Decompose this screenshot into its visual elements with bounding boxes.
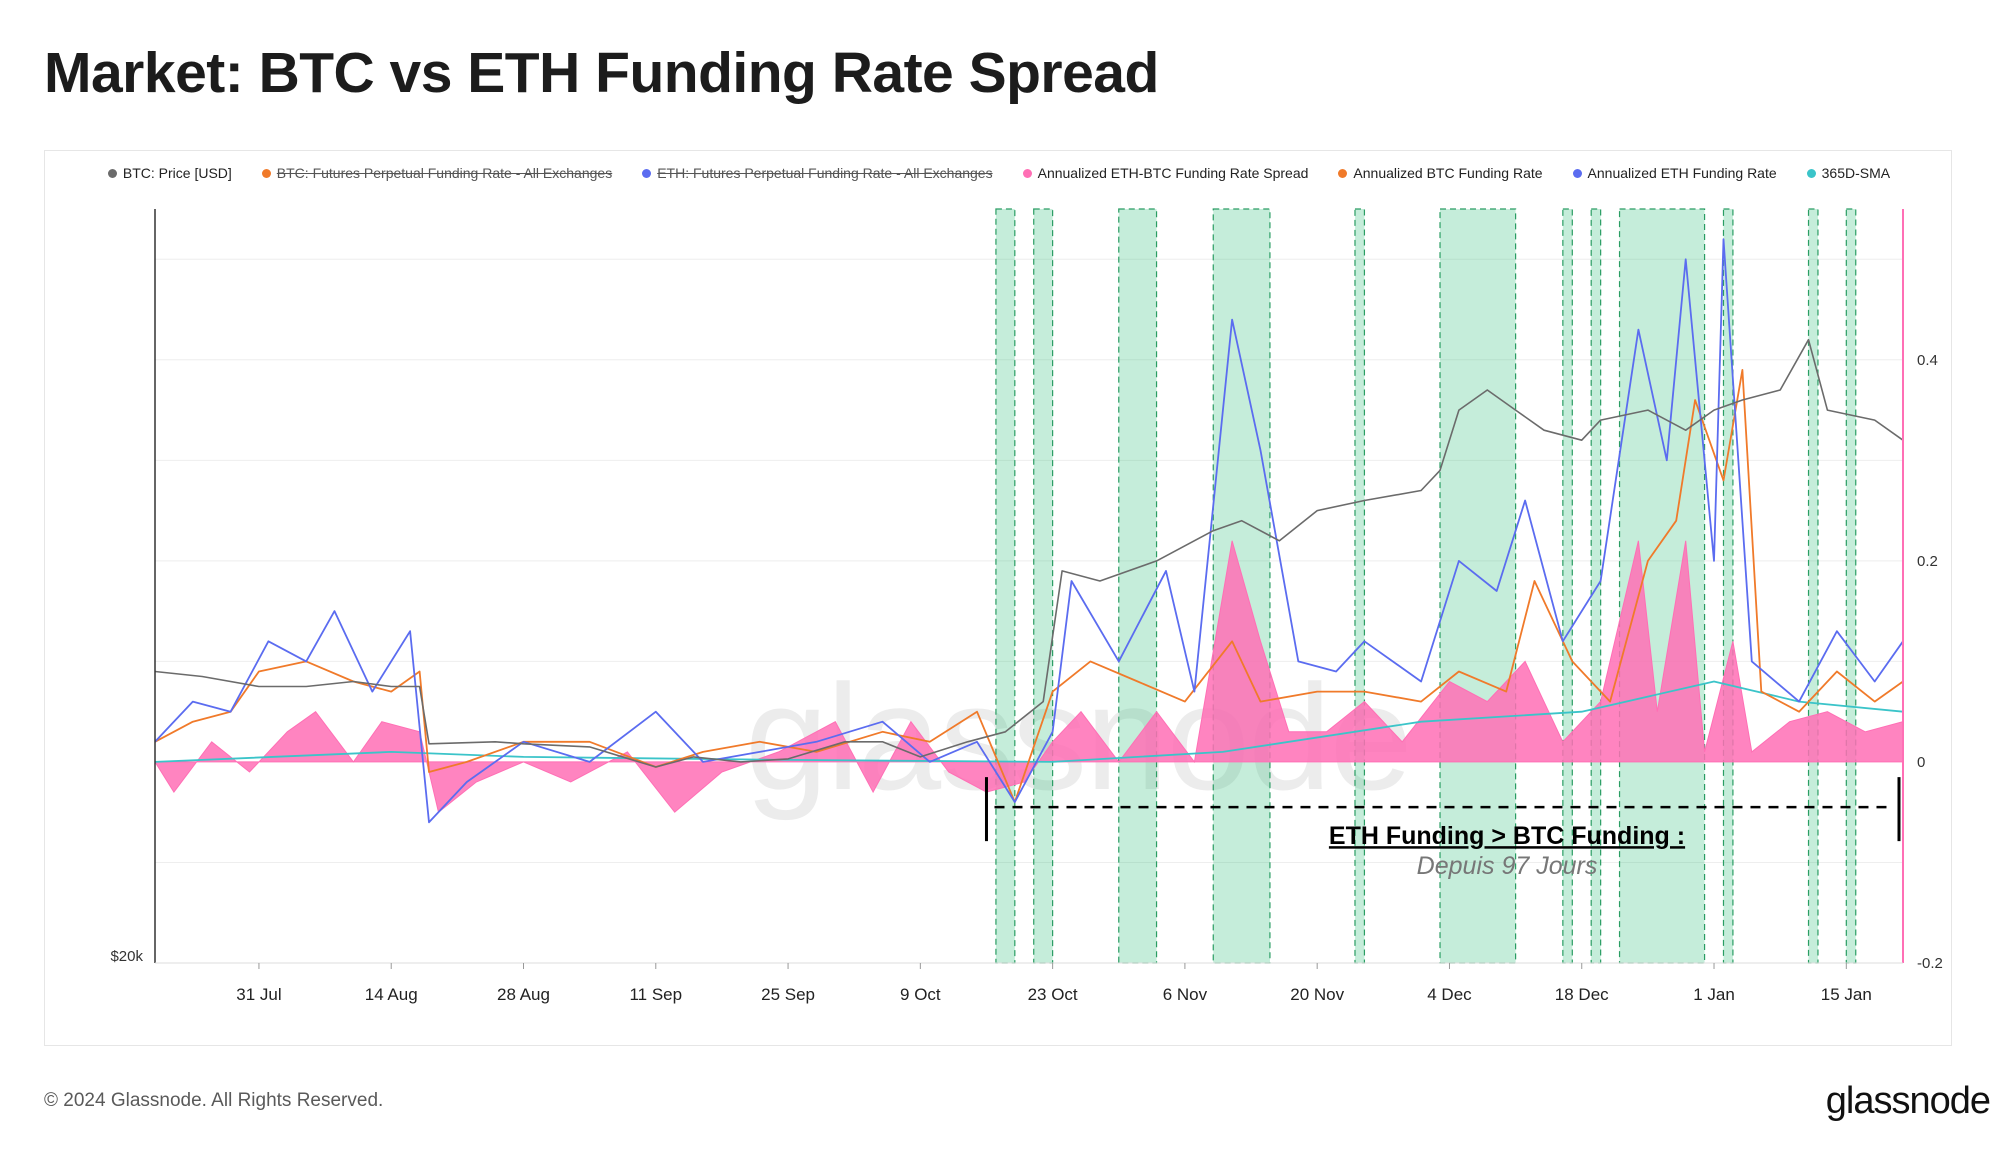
legend-item-eth-annualized[interactable]: Annualized ETH Funding Rate <box>1572 165 1777 181</box>
legend-label: ETH: Futures Perpetual Funding Rate - Al… <box>657 165 993 181</box>
x-tick-label: 1 Jan <box>1693 985 1735 1004</box>
legend-dot-icon <box>1572 168 1582 178</box>
right-axis-tick-label: -0.2 <box>1917 955 1943 972</box>
x-tick-label: 14 Aug <box>365 985 418 1004</box>
right-axis-tick-label: 0.4 <box>1917 352 1938 369</box>
chart-card: BTC: Price [USD] BTC: Futures Perpetual … <box>44 150 1952 1046</box>
footer-copyright: © 2024 Glassnode. All Rights Reserved. <box>44 1090 384 1111</box>
left-axis-tick-label: $20k <box>110 948 143 965</box>
legend-dot-icon <box>1338 168 1348 178</box>
legend-dot-icon <box>1806 168 1816 178</box>
x-tick-label: 11 Sep <box>629 985 682 1004</box>
legend-label: Annualized ETH-BTC Funding Rate Spread <box>1037 165 1309 181</box>
highlight-band <box>1439 208 1517 964</box>
legend-item-btc-futures-funding[interactable]: BTC: Futures Perpetual Funding Rate - Al… <box>261 165 613 181</box>
highlight-band <box>1722 208 1734 964</box>
legend-item-btc-price[interactable]: BTC: Price [USD] <box>107 165 232 181</box>
chart-plot: $20k 0.4 0.2 0 -0.2 31 Jul 14 Aug 28 Aug 11 Sep 2… <box>110 208 1943 1004</box>
right-axis-tick-label: 0 <box>1917 754 1925 771</box>
legend-dot-icon <box>642 168 652 178</box>
x-tick-label: 23 Oct <box>1028 985 1078 1004</box>
highlight-band <box>1562 208 1573 964</box>
page-title: Market: BTC vs ETH Funding Rate Spread <box>44 41 1159 105</box>
x-tick-label: 9 Oct <box>900 985 941 1004</box>
btc-price-line <box>154 338 1904 768</box>
glassnode-logo: glassnode <box>1825 1080 1991 1122</box>
x-tick-label: 25 Sep <box>761 985 815 1004</box>
x-tick-label: 31 Jul <box>236 985 281 1004</box>
sma-line <box>154 680 1904 763</box>
legend-dot-icon <box>1022 168 1032 178</box>
highlight-band <box>1807 208 1819 964</box>
legend-item-eth-futures-funding[interactable]: ETH: Futures Perpetual Funding Rate - Al… <box>642 165 993 181</box>
right-axis-tick-label: 0.2 <box>1917 553 1938 570</box>
x-tick-label: 18 Dec <box>1555 985 1609 1004</box>
highlight-band <box>1033 208 1054 964</box>
x-tick-label: 4 Dec <box>1427 985 1472 1004</box>
legend-label: Annualized BTC Funding Rate <box>1353 165 1543 181</box>
legend-item-btc-annualized[interactable]: Annualized BTC Funding Rate <box>1338 165 1543 181</box>
legend-item-sma[interactable]: 365D-SMA <box>1806 165 1891 181</box>
annotation-subtitle: Depuis 97 Jours <box>1417 852 1598 880</box>
legend-label: BTC: Price [USD] <box>122 165 232 181</box>
legend-dot-icon <box>261 168 271 178</box>
legend-label: BTC: Futures Perpetual Funding Rate - Al… <box>276 165 613 181</box>
x-tick-label: 28 Aug <box>497 985 550 1004</box>
highlight-band <box>1118 208 1158 964</box>
legend: BTC: Price [USD] BTC: Futures Perpetual … <box>45 165 1953 181</box>
x-tick-label: 6 Nov <box>1163 985 1208 1004</box>
legend-dot-icon <box>107 168 117 178</box>
highlight-band <box>1845 208 1857 964</box>
annotation-title: ETH Funding > BTC Funding : <box>1329 822 1685 850</box>
btc-funding-line <box>154 369 1904 803</box>
legend-label: Annualized ETH Funding Rate <box>1587 165 1777 181</box>
x-tick-label: 20 Nov <box>1290 985 1344 1004</box>
legend-item-spread[interactable]: Annualized ETH-BTC Funding Rate Spread <box>1022 165 1309 181</box>
x-tick-label: 15 Jan <box>1821 985 1872 1004</box>
highlight-band <box>995 208 1016 964</box>
highlight-band <box>1590 208 1602 964</box>
legend-label: 365D-SMA <box>1821 165 1891 181</box>
spread-area <box>154 540 1904 814</box>
eth-funding-line <box>154 238 1904 824</box>
highlight-band <box>1354 208 1366 964</box>
